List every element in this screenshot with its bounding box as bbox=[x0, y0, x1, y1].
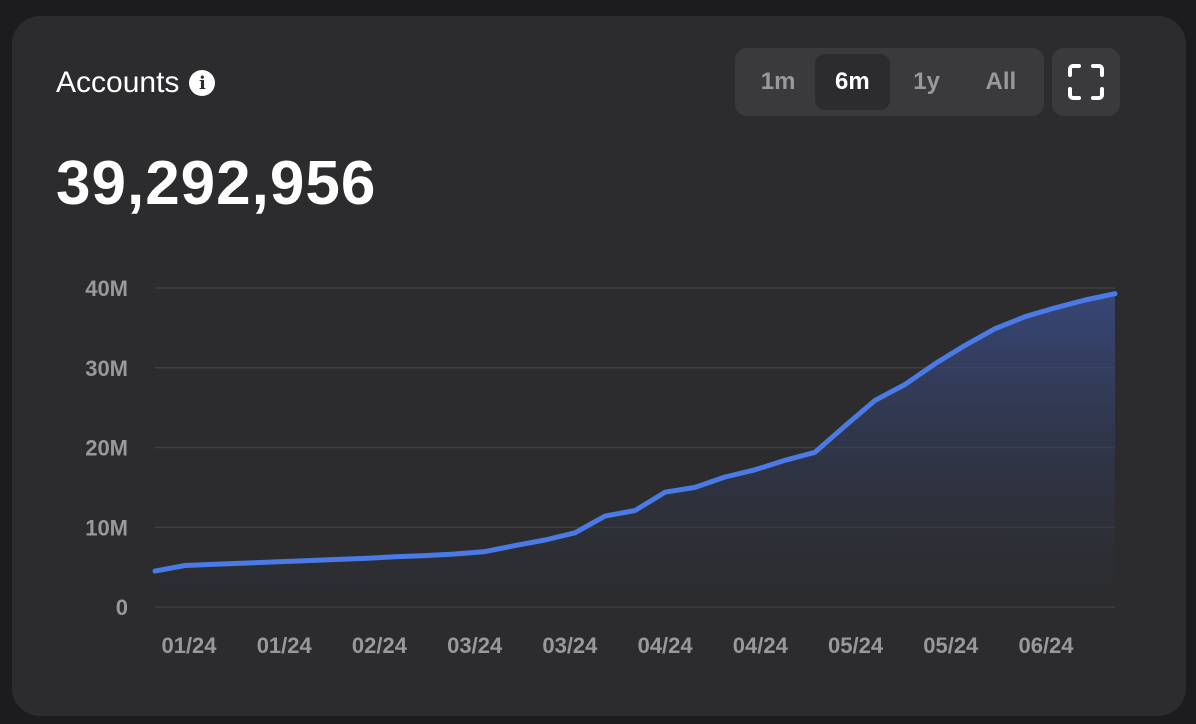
x-tick-label: 01/24 bbox=[161, 633, 217, 658]
x-tick-label: 03/24 bbox=[542, 633, 598, 658]
x-tick-label: 01/24 bbox=[257, 633, 313, 658]
y-tick-label: 40M bbox=[85, 276, 128, 301]
y-tick-label: 30M bbox=[85, 356, 128, 381]
x-tick-label: 05/24 bbox=[828, 633, 884, 658]
x-tick-label: 03/24 bbox=[447, 633, 503, 658]
range-1y-button[interactable]: 1y bbox=[890, 54, 964, 110]
range-6m-button[interactable]: 6m bbox=[815, 54, 890, 110]
y-tick-label: 20M bbox=[85, 436, 128, 461]
range-1m-button[interactable]: 1m bbox=[741, 54, 815, 110]
x-tick-label: 05/24 bbox=[923, 633, 979, 658]
fullscreen-icon bbox=[1068, 64, 1104, 100]
time-range-selector: 1m 6m 1y All bbox=[735, 48, 1044, 116]
x-tick-label: 04/24 bbox=[733, 633, 789, 658]
x-tick-label: 02/24 bbox=[352, 633, 408, 658]
x-tick-label: 04/24 bbox=[638, 633, 694, 658]
x-tick-label: 06/24 bbox=[1018, 633, 1074, 658]
fullscreen-button[interactable] bbox=[1052, 48, 1120, 116]
series-line bbox=[152, 291, 1118, 574]
y-tick-label: 0 bbox=[116, 595, 128, 620]
info-icon[interactable]: i bbox=[189, 70, 216, 96]
y-tick-label: 10M bbox=[85, 515, 128, 540]
total-accounts-value: 39,292,956 bbox=[56, 149, 377, 218]
chart-header: Accounts i bbox=[56, 66, 216, 100]
range-all-button[interactable]: All bbox=[964, 54, 1038, 110]
area-fill bbox=[155, 293, 1115, 607]
chart-title: Accounts bbox=[56, 66, 180, 99]
